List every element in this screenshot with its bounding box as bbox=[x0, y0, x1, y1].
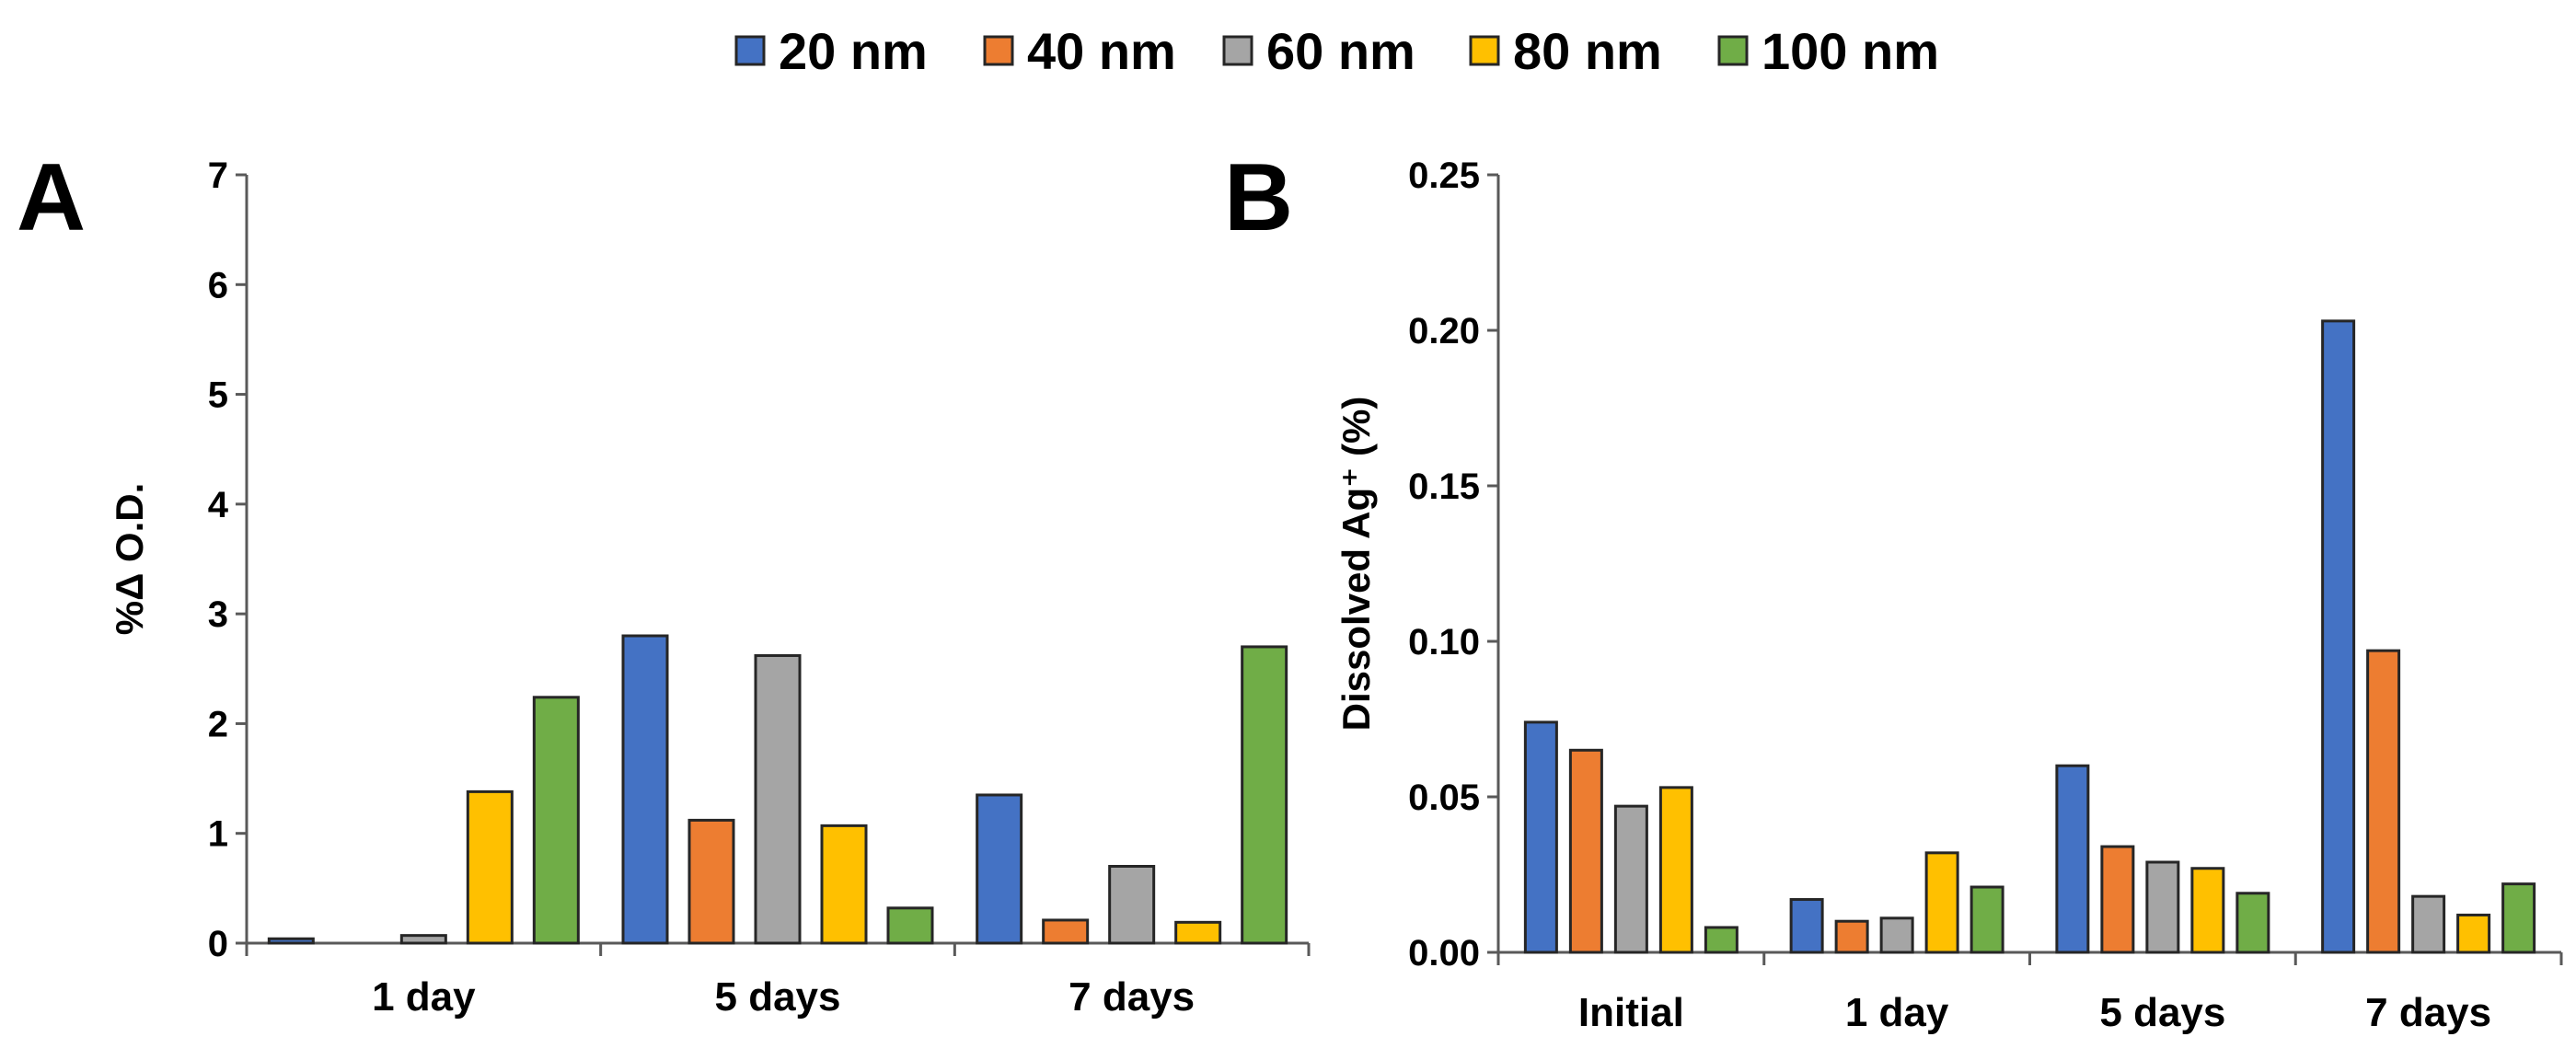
bar-60nm-7-days bbox=[2411, 894, 2446, 954]
legend-item: 100 nm bbox=[1717, 22, 1939, 80]
x-category-label: 5 days bbox=[715, 974, 841, 1020]
bar-20nm-1-day bbox=[1789, 898, 1824, 954]
panel-a: A 0 1 2 3 4 5 6 7 1 day 5 days 7 days %Δ O.D. bbox=[17, 144, 1311, 1020]
y-tick-label: 6 bbox=[208, 265, 228, 305]
y-tick-label: 4 bbox=[208, 485, 229, 525]
bar-100nm-5-days bbox=[2235, 892, 2270, 954]
y-axis-title: Dissolved Ag⁺ (%) bbox=[1334, 397, 1378, 732]
bar-80nm-initial bbox=[1658, 786, 1693, 954]
y-tick-label: 1 bbox=[208, 814, 228, 855]
legend-label: 40 nm bbox=[1027, 22, 1176, 80]
legend-swatch bbox=[1717, 35, 1749, 66]
legend: 20 nm 40 nm 60 nm 80 nm 100 nm bbox=[734, 22, 1939, 80]
x-category-label: 7 days bbox=[2365, 990, 2491, 1035]
y-tick-label: 0.20 bbox=[1408, 311, 1480, 351]
y-axis-title: %Δ O.D. bbox=[108, 483, 151, 636]
y-tick-label: 5 bbox=[208, 375, 228, 416]
legend-swatch bbox=[734, 35, 766, 66]
bar-40nm-7-days bbox=[2366, 649, 2401, 954]
y-tick-label: 0.10 bbox=[1408, 622, 1480, 662]
bar-60nm-7-days bbox=[1108, 865, 1156, 945]
legend-swatch bbox=[983, 35, 1014, 66]
legend-item: 60 nm bbox=[1222, 22, 1415, 80]
bar-40nm-initial bbox=[1568, 748, 1603, 954]
bar-20nm-5-days bbox=[621, 634, 669, 945]
y-tick-label: 0.25 bbox=[1408, 156, 1480, 196]
x-category-label: 5 days bbox=[2099, 990, 2225, 1035]
bar-40nm-5-days bbox=[687, 818, 735, 945]
bar-20nm-7-days bbox=[976, 793, 1023, 945]
bar-80nm-1-day bbox=[1924, 851, 1959, 954]
legend-item: 80 nm bbox=[1469, 22, 1662, 80]
x-category-label: 1 day bbox=[372, 974, 476, 1020]
x-category-label: Initial bbox=[1578, 990, 1684, 1035]
legend-item: 40 nm bbox=[983, 22, 1176, 80]
legend-label: 60 nm bbox=[1266, 22, 1415, 80]
bar-60nm-1-day bbox=[1879, 916, 1914, 954]
bar-20nm-1-day bbox=[267, 937, 315, 945]
panel-b-letter: B bbox=[1224, 144, 1293, 251]
legend-item: 20 nm bbox=[734, 22, 928, 80]
legend-label: 20 nm bbox=[779, 22, 928, 80]
panel-b: B 0.00 0.05 0.10 0.15 0.20 0.25 Initial 1 day 5 … bbox=[1224, 144, 2563, 1035]
plot-a: 0 1 2 3 4 5 6 7 1 day 5 days 7 days %Δ O.D. bbox=[108, 156, 1311, 1020]
bar-40nm-1-day bbox=[1834, 919, 1869, 954]
y-tick-label: 3 bbox=[208, 594, 228, 635]
bar-40nm-7-days bbox=[1042, 918, 1090, 945]
y-tick-label: 0.15 bbox=[1408, 467, 1480, 507]
bar-100nm-5-days bbox=[886, 906, 934, 945]
bar-100nm-initial bbox=[1704, 926, 1739, 954]
legend-swatch bbox=[1222, 35, 1253, 66]
bar-100nm-1-day bbox=[532, 696, 580, 945]
bar-60nm-1-day bbox=[399, 934, 447, 945]
bar-40nm-5-days bbox=[2100, 845, 2135, 954]
bar-100nm-7-days bbox=[1241, 645, 1288, 945]
bar-60nm-initial bbox=[1613, 804, 1648, 954]
bar-100nm-7-days bbox=[2501, 882, 2536, 954]
bar-80nm-5-days bbox=[2190, 867, 2225, 954]
y-tick-label: 0 bbox=[208, 924, 228, 964]
bar-20nm-5-days bbox=[2055, 764, 2090, 954]
bar-20nm-initial bbox=[1523, 720, 1558, 954]
y-tick-label: 7 bbox=[208, 156, 228, 196]
bar-60nm-5-days bbox=[754, 653, 802, 945]
panel-a-letter: A bbox=[17, 144, 86, 251]
bar-80nm-5-days bbox=[820, 824, 868, 945]
legend-label: 80 nm bbox=[1513, 22, 1662, 80]
plot-b: 0.00 0.05 0.10 0.15 0.20 0.25 Initial 1 day 5 da… bbox=[1334, 156, 2563, 1035]
y-tick-label: 2 bbox=[208, 704, 228, 744]
legend-swatch bbox=[1469, 35, 1500, 66]
y-tick-label: 0.05 bbox=[1408, 778, 1480, 818]
x-category-label: 1 day bbox=[1845, 990, 1949, 1035]
bar-80nm-1-day bbox=[466, 789, 514, 945]
bar-20nm-7-days bbox=[2321, 319, 2356, 954]
bar-60nm-5-days bbox=[2145, 860, 2180, 954]
bar-100nm-1-day bbox=[1970, 885, 2004, 954]
legend-label: 100 nm bbox=[1762, 22, 1939, 80]
y-tick-label: 0.00 bbox=[1408, 933, 1480, 974]
bar-80nm-7-days bbox=[2456, 913, 2491, 954]
x-category-label: 7 days bbox=[1069, 974, 1195, 1020]
bar-80nm-7-days bbox=[1174, 920, 1222, 945]
